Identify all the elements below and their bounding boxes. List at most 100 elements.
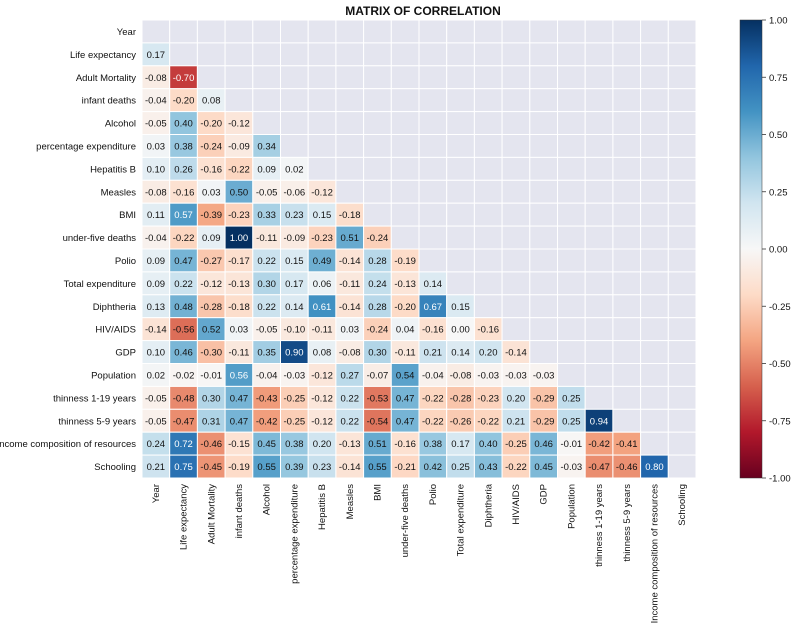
masked-cell [640, 385, 669, 410]
col-label-diphtheria: Diphtheria [483, 483, 494, 527]
col-label-percentage-expenditure: percentage expenditure [289, 484, 300, 584]
cell-value-label: 0.09 [257, 164, 276, 175]
masked-cell [640, 111, 669, 135]
cell-value-label: -0.24 [200, 141, 222, 152]
masked-cell [667, 340, 697, 365]
masked-cell [557, 111, 586, 135]
masked-cell [557, 19, 586, 44]
masked-cell [307, 88, 337, 113]
cell-value-label: 0.51 [341, 233, 360, 244]
cell-value-label: 0.38 [424, 439, 443, 450]
masked-cell [640, 225, 669, 250]
masked-cell [529, 42, 558, 67]
cell-value-label: 0.40 [174, 119, 193, 130]
cell-value-label: -0.13 [394, 279, 416, 290]
masked-cell [584, 248, 614, 273]
cell-value-label: 0.80 [645, 462, 664, 473]
masked-cell [557, 179, 586, 204]
masked-cell [418, 248, 448, 273]
cell-value-label: -0.14 [339, 462, 361, 473]
cell-value-label: -0.16 [422, 325, 444, 336]
cell-value-label: -0.07 [367, 370, 389, 381]
masked-cell [252, 88, 282, 113]
masked-cell [446, 202, 475, 227]
cell-value-label: -0.28 [450, 393, 472, 404]
masked-cell [640, 271, 669, 296]
masked-cell [473, 179, 503, 204]
masked-cell [557, 225, 586, 250]
cell-value-label: 0.43 [479, 462, 498, 473]
col-label-schooling: Schooling [677, 484, 688, 526]
masked-cell [584, 19, 614, 44]
masked-cell [557, 156, 586, 181]
masked-cell [529, 271, 558, 296]
masked-cell [667, 202, 697, 227]
masked-cell [529, 156, 558, 181]
cell-value-label: 0.56 [230, 370, 249, 381]
masked-cell [501, 111, 531, 135]
masked-cell [640, 340, 669, 365]
col-label-infant-deaths: infant deaths [234, 484, 245, 539]
cell-value-label: -0.54 [367, 416, 389, 427]
masked-cell [584, 340, 614, 365]
cell-value-label: -0.26 [450, 416, 472, 427]
cell-value-label: 0.52 [202, 325, 221, 336]
masked-cell [612, 225, 642, 250]
masked-cell [640, 65, 669, 90]
cell-value-label: 0.03 [230, 325, 249, 336]
masked-cell [501, 134, 531, 158]
cell-value-label: 0.75 [174, 462, 193, 473]
masked-cell [473, 134, 503, 158]
cell-value-label: 0.39 [285, 462, 304, 473]
masked-cell [667, 248, 697, 273]
masked-cell [390, 225, 420, 250]
masked-cell [529, 111, 558, 135]
cell-value-label: 0.11 [147, 210, 165, 221]
cell-value-label: 0.14 [424, 279, 443, 290]
masked-cell [640, 431, 669, 456]
col-label-hiv-aids: HIV/AIDS [511, 484, 522, 525]
masked-cell [557, 317, 586, 342]
masked-cell [418, 111, 448, 135]
masked-cell [224, 19, 254, 44]
row-label-hiv-aids: HIV/AIDS [95, 325, 136, 336]
cell-value-label: -0.08 [450, 370, 472, 381]
masked-cell [390, 111, 420, 135]
cell-value-label: 0.48 [174, 302, 193, 313]
cell-value-label: 0.34 [257, 141, 276, 152]
masked-cell [529, 202, 558, 227]
masked-cell [501, 42, 531, 67]
masked-cell [557, 88, 586, 113]
cell-value-label: 0.25 [562, 416, 581, 427]
cell-value-label: 0.08 [313, 348, 332, 359]
masked-cell [612, 65, 642, 90]
masked-cell [501, 317, 531, 342]
cell-value-label: 0.54 [396, 370, 415, 381]
masked-cell [446, 42, 475, 67]
cell-value-label: -0.06 [284, 187, 306, 198]
cell-value-label: -0.16 [173, 187, 195, 198]
cell-value-label: 0.35 [257, 348, 276, 359]
masked-cell [667, 385, 697, 410]
masked-cell [640, 363, 669, 387]
masked-cell [612, 111, 642, 135]
cell-value-label: 0.22 [341, 416, 360, 427]
colorbar-tick-label: 1.00 [769, 16, 788, 27]
cell-value-label: 0.09 [202, 233, 221, 244]
masked-cell [612, 42, 642, 67]
cell-value-label: -0.18 [339, 210, 361, 221]
masked-cell [418, 179, 448, 204]
masked-cell [446, 156, 475, 181]
masked-cell [473, 19, 503, 44]
masked-cell [252, 111, 282, 135]
masked-cell [557, 363, 586, 387]
masked-cell [667, 431, 697, 456]
masked-cell [501, 202, 531, 227]
masked-cell [363, 19, 392, 44]
masked-cell [667, 225, 697, 250]
cell-value-label: -0.12 [311, 393, 333, 404]
masked-cell [446, 88, 475, 113]
cell-value-label: 0.40 [479, 439, 498, 450]
masked-cell [584, 179, 614, 204]
